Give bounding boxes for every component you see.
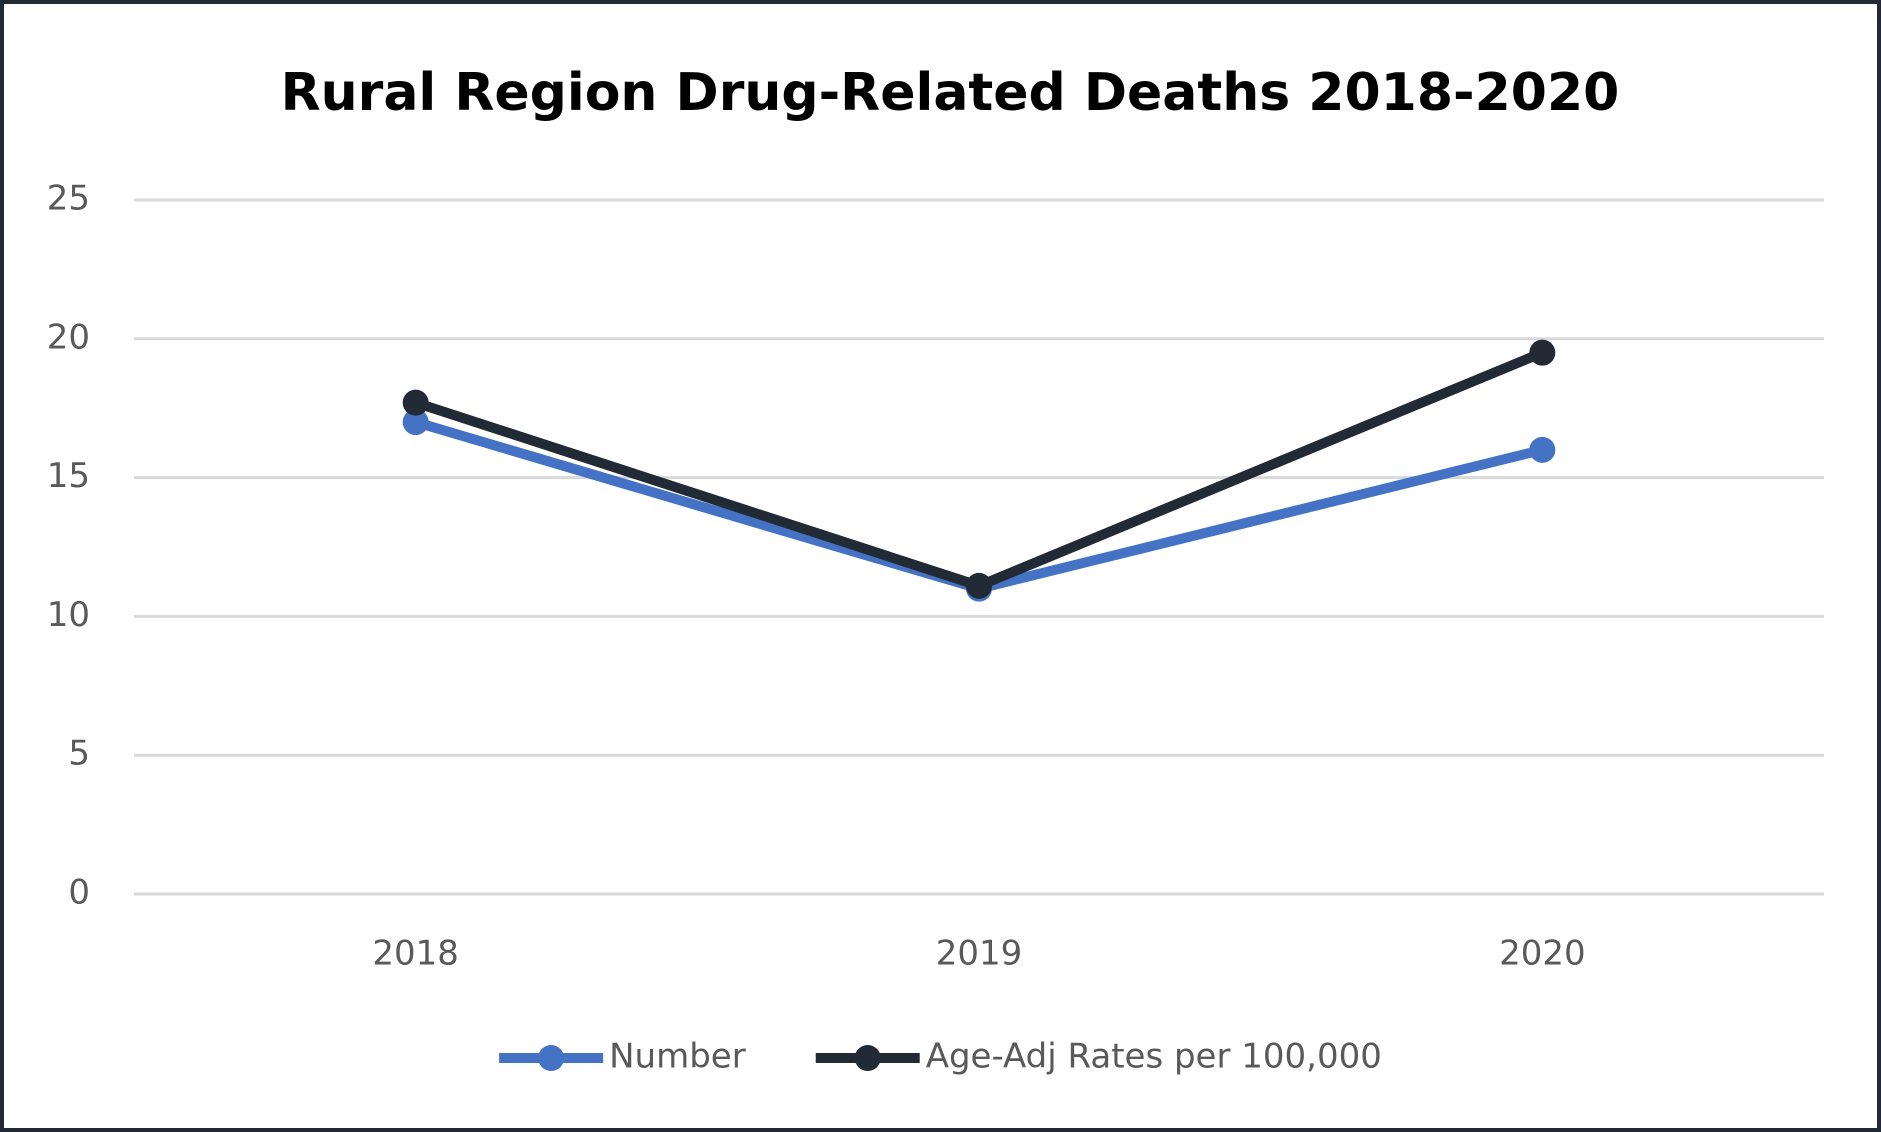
x-tick-label: 2018 — [372, 934, 459, 974]
y-tick-label: 5 — [68, 734, 90, 774]
legend-marker — [854, 1045, 881, 1071]
data-point — [1529, 436, 1556, 463]
x-tick-label: 2019 — [936, 934, 1023, 974]
y-tick-label: 0 — [68, 873, 90, 913]
data-point — [1529, 339, 1556, 366]
data-point — [402, 409, 429, 436]
legend-label: Age-Adj Rates per 100,000 — [926, 1037, 1382, 1077]
y-tick-label: 15 — [47, 456, 90, 496]
y-tick-label: 20 — [47, 317, 90, 357]
legend-marker — [538, 1045, 565, 1071]
y-tick-label: 25 — [47, 179, 90, 219]
data-point — [402, 389, 429, 416]
legend-label: Number — [609, 1037, 746, 1077]
chart-title: Rural Region Drug-Related Deaths 2018-20… — [281, 63, 1620, 123]
x-tick-label: 2020 — [1499, 934, 1586, 974]
data-point — [966, 572, 992, 599]
y-tick-label: 10 — [47, 595, 90, 635]
